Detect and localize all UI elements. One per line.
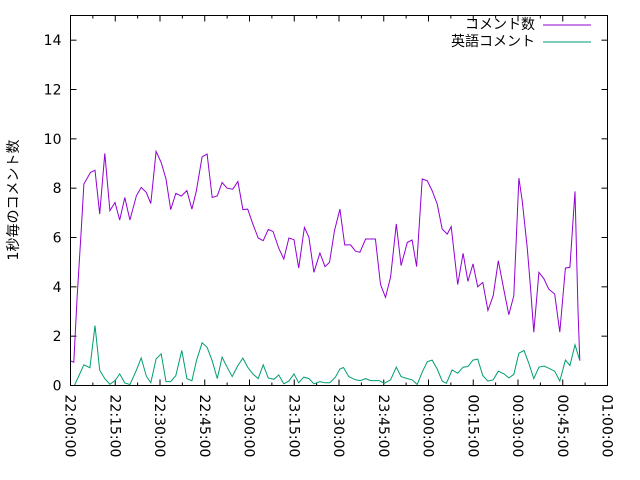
x-tick-label: 22:00:00 (62, 395, 78, 458)
y-tick-label: 8 (53, 181, 62, 197)
legend-label-0: コメント数 (465, 17, 535, 33)
x-tick-label: 22:30:00 (151, 395, 167, 458)
x-tick-label: 23:30:00 (330, 395, 346, 458)
y-tick-label: 14 (44, 33, 62, 49)
axis-ticks: 0 2 4 6 8 10 12 14 22:00:00 22:15:00 22:30:00 22:45… (44, 15, 615, 458)
y-tick-label: 0 (53, 379, 62, 395)
x-tick-label: 22:45:00 (196, 395, 212, 458)
x-tick-label: 00:15:00 (464, 395, 480, 458)
y-tick-label: 10 (44, 132, 62, 148)
y-tick-label: 12 (44, 83, 62, 99)
x-tick-label: 00:30:00 (509, 395, 525, 458)
x-tick-label: 23:45:00 (375, 395, 391, 458)
series-line-0 (70, 149, 581, 364)
y-axis-label: 1秒毎のコメント数 (6, 140, 22, 261)
y-tick-label: 4 (53, 280, 62, 296)
series-line-1 (73, 325, 581, 386)
y-tick-label: 6 (53, 231, 62, 247)
x-tick-label: 23:15:00 (285, 395, 301, 458)
y-tick-label: 2 (53, 329, 62, 345)
legend: コメント数 英語コメント (451, 17, 591, 50)
plot-frame (70, 15, 608, 386)
x-tick-label: 01:00:00 (599, 395, 615, 458)
x-tick-label: 23:00:00 (241, 395, 257, 458)
x-tick-label: 22:15:00 (106, 395, 122, 458)
x-tick-label: 00:00:00 (420, 395, 436, 458)
series-lines (70, 149, 581, 386)
x-tick-label: 00:45:00 (554, 395, 570, 458)
legend-label-1: 英語コメント (451, 33, 535, 50)
